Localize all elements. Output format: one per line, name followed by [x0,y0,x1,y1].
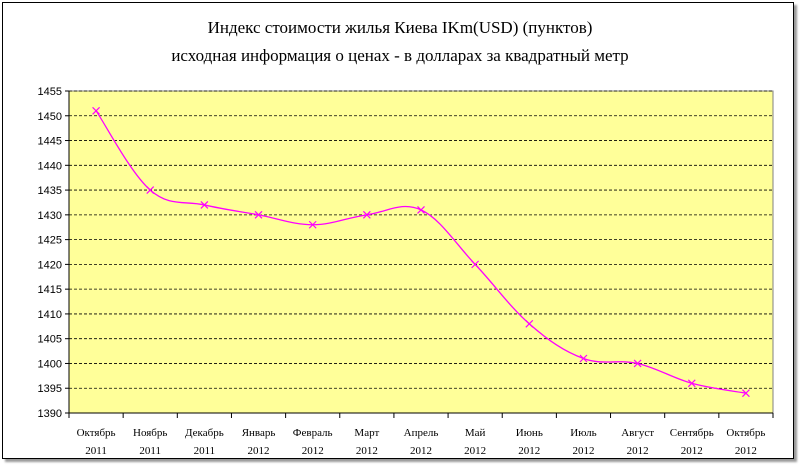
y-tick-label: 1430 [38,210,62,222]
x-tick-label-month: Октябрь [726,427,765,439]
y-tick-label: 1425 [38,235,62,247]
y-tick-label: 1410 [38,309,62,321]
data-point-marker [633,359,642,368]
y-tick-label: 1390 [38,408,62,420]
data-point-marker [471,260,480,269]
x-tick-label-month: Февраль [293,427,333,439]
y-tick-label: 1395 [38,383,62,395]
data-point-marker [741,389,750,398]
x-tick-label-year: 2011 [194,445,216,457]
x-tick-label-year: 2012 [464,445,486,457]
x-tick-label-month: Июнь [516,427,543,439]
x-tick-label-year: 2012 [735,445,757,457]
chart-svg: Индекс стоимости жилья Киева IKm(USD) (п… [38,18,774,457]
data-point-marker [200,201,209,209]
x-tick-label-month: Май [465,427,486,439]
data-point-marker [254,210,263,219]
x-tick-label-month: Октябрь [77,427,116,439]
x-tick-label-month: Март [354,427,379,439]
y-tick-label: 1415 [38,284,62,296]
x-tick-label-year: 2012 [572,445,594,457]
x-tick-label-year: 2012 [248,445,270,457]
x-tick-label-year: 2011 [85,445,107,457]
plot-area: 1390 1395 1400 1405 1410 1415 1420 1425 1430 1435… [38,86,774,457]
data-point-marker [579,354,588,363]
chart-frame: Индекс стоимости жилья Киева IKm(USD) (п… [2,2,794,459]
data-point-marker [308,220,317,229]
plot-background [68,90,774,414]
data-point-marker [525,319,534,328]
chart-title-line-2: исходная информация о ценах - в долларах… [171,46,628,65]
chart-title-line-1: Индекс стоимости жилья Киева IKm(USD) (п… [208,18,593,37]
y-tick-label: 1435 [38,185,62,197]
y-tick-label: 1420 [38,259,62,271]
data-point-marker [362,210,371,219]
y-tick-label: 1450 [38,111,62,123]
x-tick-label-month: Август [621,427,654,439]
x-tick-label-month: Январь [242,427,276,439]
data-point-marker [146,186,155,195]
x-tick-label-year: 2012 [410,445,432,457]
x-tick-label-month: Июль [570,427,596,439]
x-tick-label-year: 2012 [356,445,378,457]
y-tick-label: 1445 [38,136,62,148]
x-tick-label-month: Ноябрь [133,427,167,439]
x-tick-label-year: 2011 [139,445,161,457]
x-tick-label-month: Декабрь [185,427,224,439]
x-tick-label-year: 2012 [627,445,649,457]
y-tick-label: 1440 [38,160,62,172]
x-tick-label-month: Апрель [404,427,439,439]
x-tick-label-year: 2012 [302,445,324,457]
y-tick-label: 1455 [38,86,62,98]
x-tick-label-year: 2012 [518,445,540,457]
data-point-marker [92,106,101,115]
data-point-marker [687,379,696,388]
x-tick-label-year: 2012 [681,445,703,457]
data-point-marker [417,205,425,214]
y-tick-label: 1405 [38,334,62,346]
y-tick-label: 1400 [38,358,62,370]
x-tick-label-month: Сентябрь [670,427,714,439]
